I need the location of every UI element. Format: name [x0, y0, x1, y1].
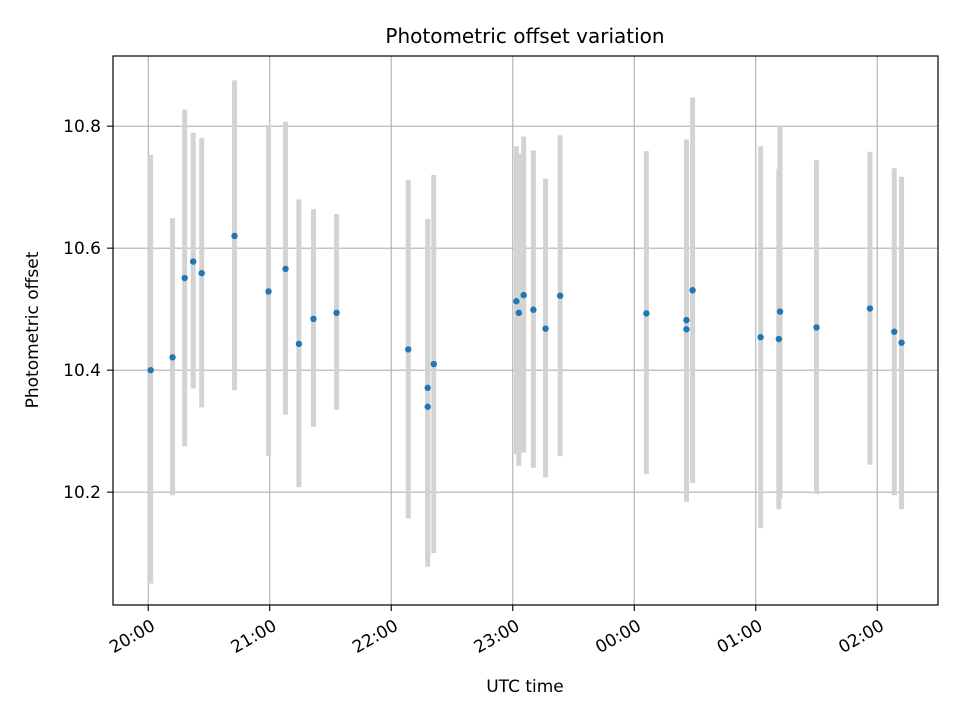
data-point [898, 339, 905, 346]
data-point [430, 360, 437, 368]
data-point [424, 403, 431, 410]
data-point [513, 298, 520, 305]
y-tick-label: 10.2 [63, 483, 101, 503]
x-axis-label: UTC time [486, 677, 564, 697]
data-point [189, 258, 197, 265]
data-point [520, 291, 527, 299]
y-tick-label: 10.4 [63, 361, 101, 381]
data-point [530, 306, 537, 313]
data-point [866, 305, 874, 312]
data-point [683, 316, 690, 324]
data-point [333, 309, 340, 317]
data-point [282, 265, 289, 273]
data-point [310, 315, 317, 323]
chart-title: Photometric offset variation [385, 24, 664, 48]
data-point [515, 309, 523, 317]
data-point [198, 269, 205, 277]
data-point [181, 274, 188, 282]
data-point [147, 366, 154, 374]
data-point [265, 288, 272, 295]
data-point [776, 308, 784, 315]
data-point [295, 340, 303, 348]
data-point [169, 354, 176, 361]
data-point [424, 384, 431, 392]
y-tick-label: 10.6 [63, 239, 101, 259]
data-point [891, 328, 898, 335]
y-axis-ticks: 10.2 10.4 10.6 10.8 [63, 117, 113, 503]
y-axis-label: Photometric offset [23, 251, 43, 408]
data-point [231, 232, 238, 240]
data-point [813, 324, 820, 331]
data-point [683, 326, 690, 333]
data-point [689, 287, 696, 294]
data-point [405, 346, 412, 353]
data-points [147, 232, 905, 410]
y-tick-label: 10.8 [63, 117, 101, 137]
data-point [542, 325, 549, 332]
plot-frame [112, 55, 939, 606]
data-point [643, 310, 650, 317]
data-point [556, 292, 564, 299]
data-point [775, 335, 783, 343]
data-point [757, 334, 764, 341]
